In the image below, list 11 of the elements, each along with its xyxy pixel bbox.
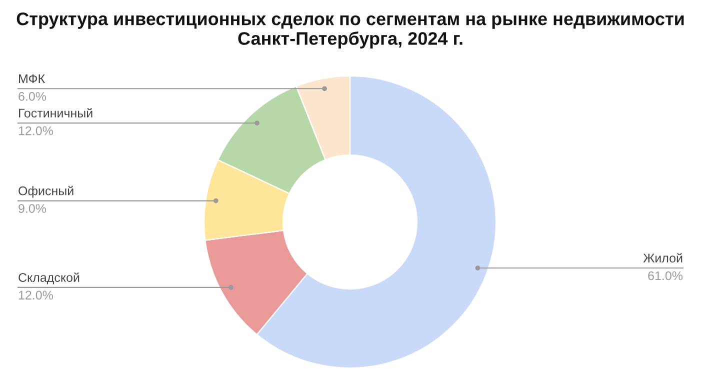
slice-label: Жилой	[643, 253, 682, 263]
data-label: 61.0%	[648, 271, 683, 280]
slice-label: Офисный	[18, 186, 74, 198]
data-label: 9.0%	[18, 204, 46, 213]
slice-label: Гостиничный	[19, 108, 92, 118]
data-label: 6.0%	[18, 92, 46, 101]
data-label: 12.0%	[18, 290, 53, 300]
slice-label: МФК	[19, 74, 45, 84]
chart-title: Структура инвестиционных сделок по сегментам на рынке недвижимости Санкт-Петербурга, 2024 г.	[16, 12, 684, 48]
data-label: 12.0%	[18, 126, 53, 136]
slice-label: Складской	[18, 272, 80, 284]
